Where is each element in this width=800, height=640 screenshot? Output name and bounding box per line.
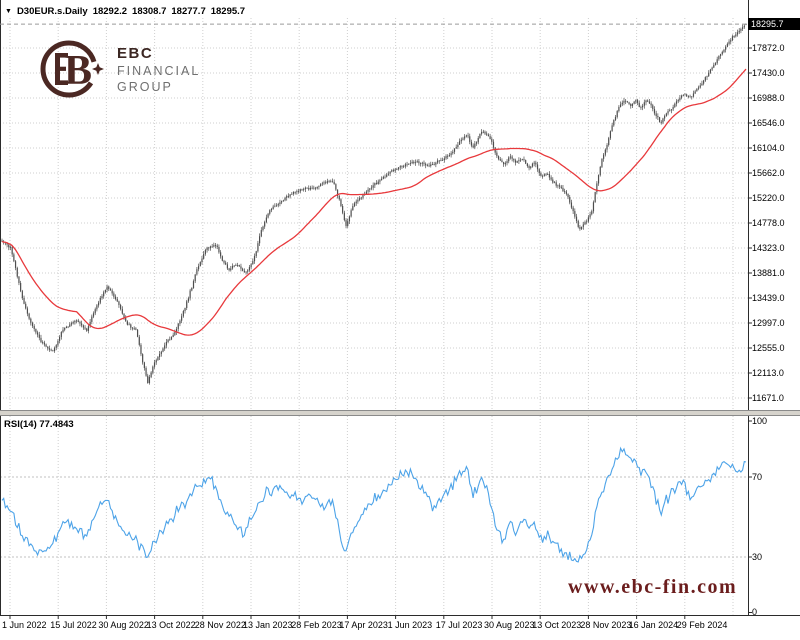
- rsi-axis-label: 100: [752, 416, 768, 426]
- ma-line: [1, 68, 747, 336]
- price-axis-label: 15662.0: [752, 168, 785, 178]
- time-axis-label: 1 Jun 2023: [387, 620, 433, 630]
- symbol-dropdown-icon[interactable]: ▼: [5, 8, 12, 15]
- ebc-logo-b-letter: B: [64, 48, 92, 94]
- price-axis-label: 14323.0: [752, 243, 785, 253]
- time-axis-label: 13 Oct 2023: [532, 620, 582, 630]
- rsi-line: [1, 446, 747, 563]
- price-axis-label: 13881.0: [752, 268, 785, 278]
- ohlc-high: 18308.7: [132, 6, 167, 17]
- price-axis-label: 11671.0: [752, 393, 784, 403]
- time-axis-label: 28 Feb 2023: [291, 620, 342, 630]
- ohlc-close: 18295.7: [210, 6, 246, 17]
- price-axis-label: 17872.0: [752, 43, 785, 53]
- price-axis-label: 12555.0: [752, 343, 785, 353]
- price-axis-label: 12997.0: [752, 318, 785, 328]
- rsi-indicator-label: RSI(14) 77.4843: [4, 419, 74, 430]
- ebc-brand-name: EBC: [117, 44, 154, 62]
- price-axis-label: 16546.0: [752, 118, 785, 128]
- time-axis-label: 30 Aug 2022: [98, 620, 149, 630]
- price-axis-label: 15220.0: [752, 193, 785, 203]
- price-axis-label: 13439.0: [752, 293, 785, 303]
- price-axis-label: 16104.0: [752, 143, 785, 153]
- chart-title-bar: ▼ D30EUR.s.Daily 18292.2 18308.7 18277.7…: [5, 6, 245, 17]
- time-axis-label: 16 Jan 2024: [628, 620, 679, 630]
- grid-layer: [0, 18, 748, 615]
- price-axis-label: 17430.0: [752, 68, 785, 78]
- time-axis-label: 28 Nov 2022: [194, 620, 246, 630]
- ebc-brand-line1: FINANCIAL: [117, 63, 201, 78]
- rsi-axis-label: 70: [752, 472, 763, 482]
- time-axis-label: 17 Jul 2023: [435, 620, 483, 630]
- current-price-tag: 18295.7: [748, 18, 800, 30]
- time-axis-label: 30 Aug 2023: [484, 620, 535, 630]
- ebc-brand-line2: GROUP: [117, 79, 173, 94]
- ohlc-open: 18292.2: [92, 6, 128, 17]
- ohlc-low: 18277.7: [171, 6, 206, 17]
- watermark: www.ebc-fin.com: [568, 576, 738, 598]
- time-axis-label: 1 Jun 2022: [2, 620, 47, 630]
- symbol-period-label: D30EUR.s.Daily: [16, 6, 88, 17]
- panel-splitter[interactable]: [0, 410, 800, 416]
- price-axis-label: 16988.0: [752, 93, 785, 103]
- ebc-logo-text: EBC FINANCIAL GROUP: [117, 45, 200, 94]
- ebc-logo-monogram-icon: B: [40, 40, 104, 98]
- price-axis-label: 14778.0: [752, 218, 785, 228]
- axes-layer: [0, 0, 800, 619]
- rsi-axis-label: 0: [752, 606, 758, 617]
- price-axis-label: 12113.0: [752, 368, 784, 378]
- rsi-axis-label: 30: [752, 552, 763, 562]
- time-axis-label: 28 Nov 2023: [580, 620, 632, 630]
- time-axis-label: 17 Apr 2023: [339, 620, 388, 630]
- time-axis-label: 13 Oct 2022: [146, 620, 196, 630]
- time-axis-label: 29 Feb 2024: [676, 620, 728, 630]
- ebc-logo-star-icon: [92, 63, 104, 75]
- time-axis-label: 15 Jul 2022: [50, 620, 97, 630]
- time-axis-label: 13 Jan 2023: [243, 620, 293, 630]
- ebc-logo: B EBC FINANCIAL GROUP: [38, 36, 200, 102]
- candles-layer: [1, 23, 747, 385]
